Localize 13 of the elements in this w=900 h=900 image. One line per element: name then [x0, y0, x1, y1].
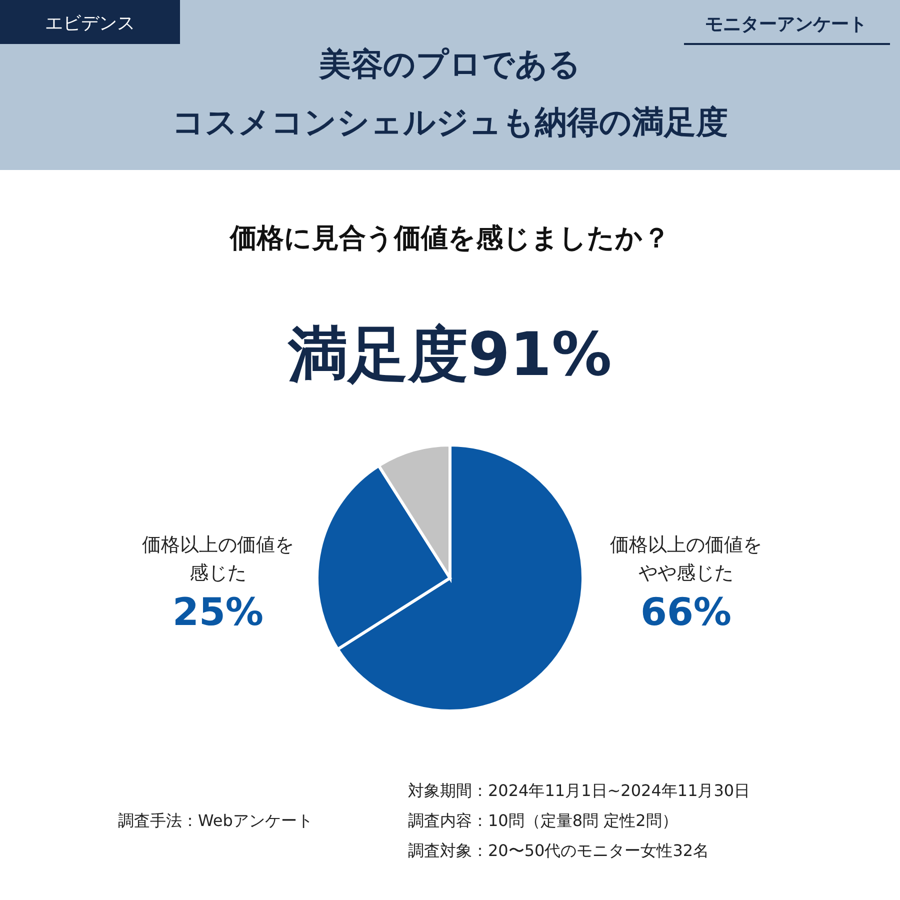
text: 調査内容：10問（定量8問 定性2問）: [408, 811, 678, 830]
text: 対象期間：2024年11月1日~2024年11月30日: [408, 781, 750, 800]
text: 調査手法：Webアンケート: [118, 811, 313, 830]
slice-label: 価格以上の価値を感じた: [142, 534, 294, 584]
text: モニターアンケート: [705, 14, 867, 35]
data-label: 66%: [640, 590, 732, 634]
slice-label: 価格以上の価値をやや感じた: [610, 534, 762, 584]
chart-title: 美容のプロであるコスメコンシェルジュも納得の満足度: [172, 45, 728, 141]
data-label: 25%: [172, 590, 264, 634]
chart-subtitle: 価格に見合う価値を感じましたか？: [229, 223, 670, 254]
text: 満足度91%: [287, 320, 612, 390]
text: エビデンス: [45, 13, 135, 34]
text: 調査対象：20〜50代のモニター女性32名: [408, 841, 710, 860]
